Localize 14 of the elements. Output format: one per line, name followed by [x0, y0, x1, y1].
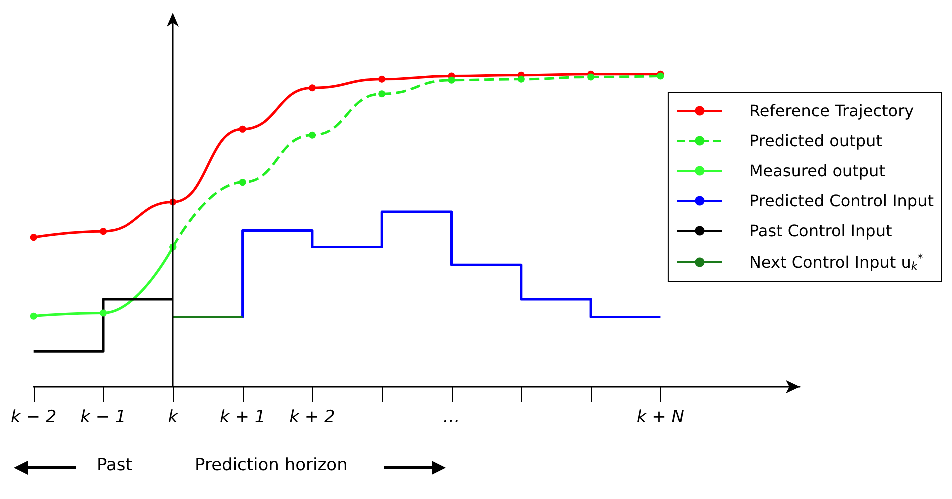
- x-tick-label: k − 1: [80, 408, 126, 428]
- x-tick-label: …: [443, 408, 460, 428]
- legend-label: Past Control Input: [749, 222, 892, 240]
- x-tick-label: k + 2: [290, 408, 336, 428]
- text: Past: [97, 456, 133, 476]
- x-tick-label: k + N: [636, 408, 685, 428]
- x-tick-label: k − 2: [10, 408, 57, 428]
- legend-label: Reference Trajectory: [749, 102, 914, 120]
- x-tick-label: k + 1: [220, 408, 266, 428]
- legend-label: Measured output: [749, 162, 886, 180]
- legend-label: Predicted Control Input: [749, 192, 934, 210]
- x-tick-label: k: [168, 408, 180, 428]
- legend-label: Predicted output: [749, 132, 882, 150]
- text: Prediction horizon: [195, 456, 348, 476]
